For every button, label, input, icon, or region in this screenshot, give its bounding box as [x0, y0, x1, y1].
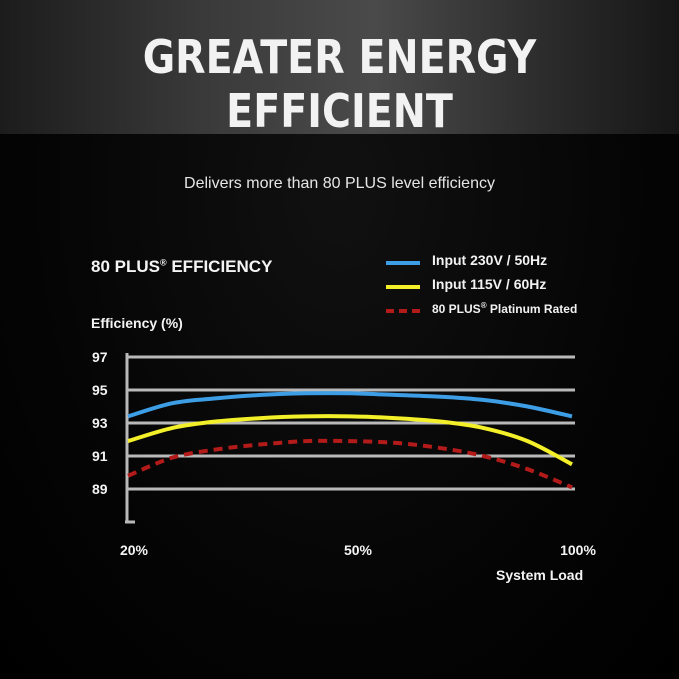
legend-label-platinum: 80 PLUS® Platinum Rated — [432, 301, 577, 316]
legend-label-115v: Input 115V / 60Hz — [432, 276, 547, 292]
y-tick-label-91: 91 — [92, 448, 108, 464]
legend-swatch-230v — [386, 261, 420, 265]
x-tick-label-0: 20% — [120, 542, 149, 558]
legend-label-platinum-main: 80 PLUS — [432, 302, 481, 316]
chart-title-rest: EFFICIENCY — [166, 257, 273, 276]
header-banner — [0, 0, 679, 134]
legend-swatch-platinum — [386, 309, 420, 313]
series-line-115v — [127, 414, 573, 467]
x-tick-label-1: 50% — [344, 542, 373, 558]
legend-swatch-115v — [386, 285, 420, 289]
y-tick-label-93: 93 — [92, 415, 108, 431]
y-tick-label-89: 89 — [92, 481, 108, 497]
subtitle: Delivers more than 80 PLUS level efficie… — [184, 175, 495, 192]
legend-label-platinum-reg: ® — [480, 301, 487, 310]
y-axis-label: Efficiency (%) — [91, 315, 183, 331]
series-line-230v — [127, 391, 573, 419]
x-tick-label-2: 100% — [560, 542, 596, 558]
legend-label-230v: Input 230V / 50Hz — [432, 252, 548, 268]
series-line-platinum — [127, 438, 573, 490]
legend-label-platinum-rest: Platinum Rated — [486, 302, 578, 316]
chart-title-registered-mark: ® — [159, 257, 167, 268]
content-background — [0, 134, 679, 679]
chart-title: 80 PLUS® EFFICIENCY — [91, 257, 272, 277]
chart-title-main: 80 PLUS — [91, 257, 160, 276]
page-title: GREATER ENERGY EFFICIENT — [142, 30, 537, 138]
y-tick-label-97: 97 — [92, 349, 108, 365]
y-tick-label-95: 95 — [92, 382, 108, 398]
x-axis-label: System Load — [496, 567, 584, 583]
